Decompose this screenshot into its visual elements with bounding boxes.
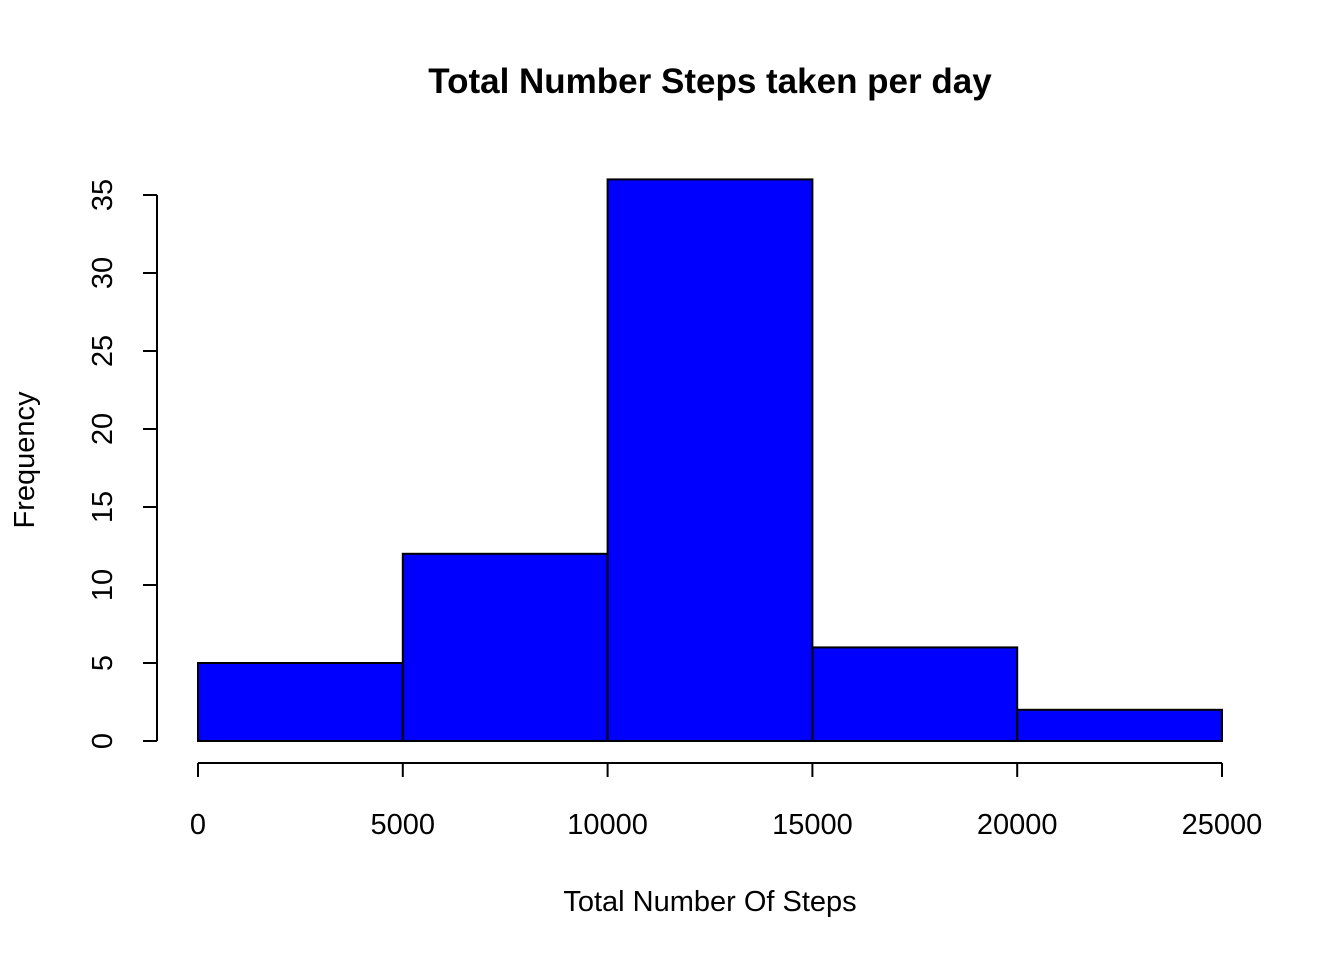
- y-tick-label: 0: [87, 733, 119, 749]
- y-tick-label: 25: [87, 335, 119, 367]
- x-tick-label: 20000: [977, 809, 1058, 841]
- x-tick-label: 10000: [567, 809, 648, 841]
- y-tick-label: 20: [87, 413, 119, 445]
- y-tick-label: 5: [87, 655, 119, 671]
- y-axis-ticks: 0 5 10 15 20 25 30 35: [87, 179, 157, 749]
- histogram-bar: [197, 662, 404, 742]
- x-tick-label: 15000: [772, 809, 853, 841]
- y-tick-label: 10: [87, 569, 119, 601]
- x-tick-label: 0: [190, 809, 206, 841]
- y-axis-label: Frequency: [9, 391, 41, 529]
- x-axis-ticks: 0 5000 10000 15000 20000 25000: [190, 763, 1262, 841]
- x-axis-label: Total Number Of Steps: [563, 886, 856, 918]
- bars-group: [197, 178, 1224, 743]
- histogram-bar: [811, 646, 1019, 743]
- x-tick-label: 25000: [1182, 809, 1263, 841]
- histogram-bar: [1016, 708, 1224, 742]
- histogram-bar: [606, 178, 814, 742]
- x-tick-label: 5000: [371, 809, 436, 841]
- y-tick-label: 35: [87, 179, 119, 211]
- chart-title: Total Number Steps taken per day: [428, 62, 992, 101]
- histogram-bar: [401, 552, 609, 742]
- y-tick-label: 15: [87, 491, 119, 523]
- y-tick-label: 30: [87, 257, 119, 289]
